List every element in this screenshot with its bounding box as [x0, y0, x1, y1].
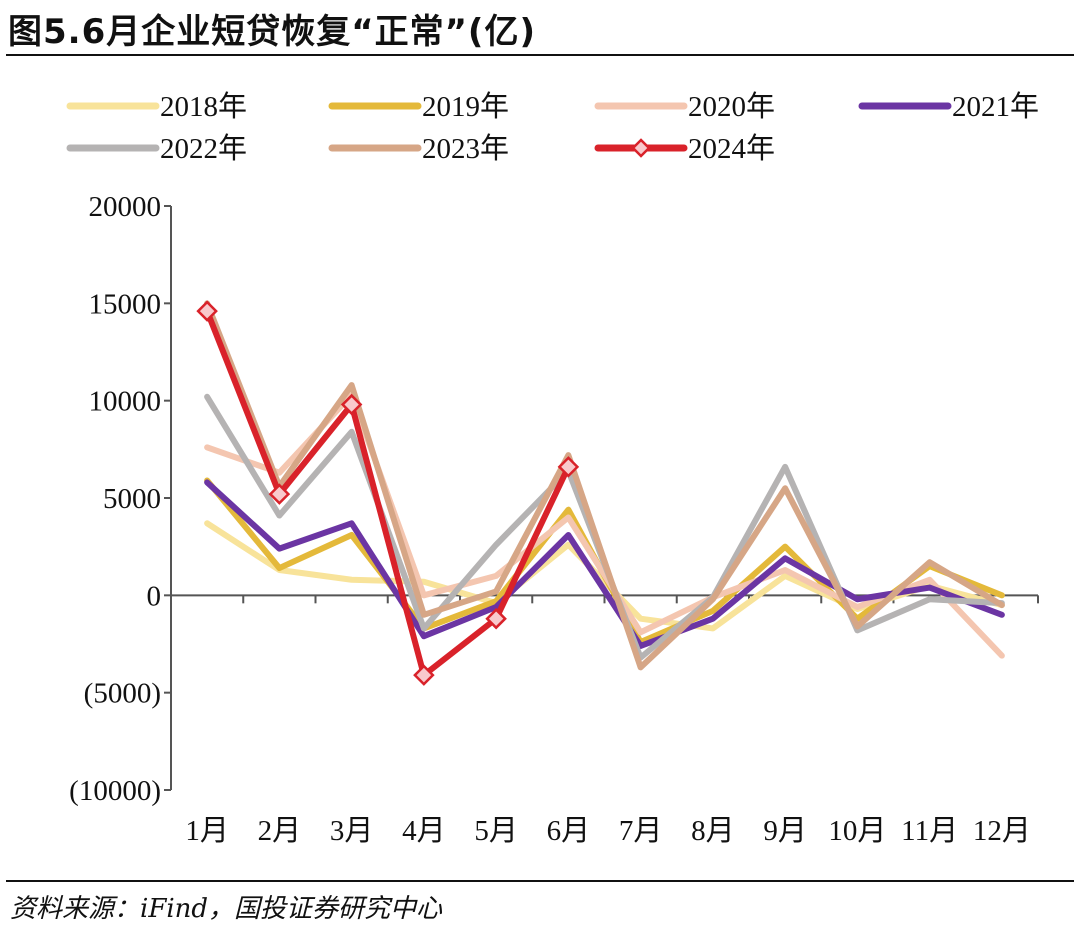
x-tick-label: 2月 [258, 815, 302, 847]
y-tick-label: 10000 [89, 386, 162, 418]
y-tick-label: 5000 [103, 483, 161, 515]
series-lines [196, 300, 1005, 686]
x-tick-label: 1月 [185, 815, 229, 847]
legend: 2018年 2019年 2020年 2021年 2022年 2023年 2024年 [66, 90, 1039, 165]
series-line-3 [204, 479, 1005, 649]
y-tick-label: 0 [147, 580, 162, 612]
legend-label: 2021年 [952, 90, 1039, 123]
legend-label: 2018年 [160, 90, 247, 123]
source-rule [6, 880, 1074, 882]
legend-label: 2020年 [688, 90, 775, 123]
data-point-marker [268, 483, 291, 505]
y-tick-label: 15000 [89, 288, 162, 320]
legend-label: 2022年 [160, 132, 247, 165]
legend-item: 2024年 [594, 132, 775, 165]
series-line-6 [204, 308, 572, 679]
legend-item: 2020年 [594, 90, 775, 123]
data-point-marker [340, 393, 363, 416]
x-tick-label: 11月 [901, 815, 958, 847]
x-tick-label: 10月 [828, 815, 886, 847]
y-tick-label: (5000) [84, 678, 161, 710]
line-chart: 2018年 2019年 2020年 2021年 2022年 2023年 2024年 2000… [66, 90, 1039, 847]
series-line-2 [204, 391, 1005, 659]
legend-item: 2021年 [858, 90, 1039, 123]
x-tick-label: 8月 [691, 815, 735, 847]
x-tick-label: 3月 [330, 815, 374, 847]
legend-item: 2023年 [328, 132, 509, 165]
x-tick-label: 6月 [547, 815, 591, 847]
data-point-marker [485, 607, 507, 630]
data-point-marker [413, 664, 435, 686]
x-tick-label: 7月 [619, 815, 663, 847]
legend-marker [631, 138, 651, 158]
series-line-5 [204, 300, 1005, 671]
x-tick-label: 5月 [474, 815, 518, 847]
x-axis: 1月 2月 3月 4月 5月 6月 7月 8月 9月 10月 11月 12月 [170, 594, 1039, 847]
legend-item: 2018年 [66, 90, 247, 123]
chart-title: 图5.6月企业短贷恢复“正常”(亿) [8, 12, 536, 52]
title-rule [6, 54, 1074, 56]
data-point-marker [196, 300, 218, 322]
y-tick-label: 20000 [89, 191, 162, 223]
source-note: 资料来源：iFind，国投证券研究中心 [10, 894, 443, 924]
y-axis: 20000 15000 10000 5000 0 (5000) (10000) [69, 191, 172, 807]
legend-item: 2019年 [328, 90, 509, 123]
data-point-marker [557, 456, 580, 478]
x-tick-label: 12月 [973, 815, 1031, 847]
legend-label: 2023年 [422, 132, 509, 165]
x-tick-label: 9月 [763, 815, 807, 847]
y-tick-label: (10000) [69, 775, 161, 807]
x-tick-label: 4月 [402, 815, 446, 847]
legend-label: 2024年 [688, 132, 775, 165]
legend-item: 2022年 [66, 132, 247, 165]
legend-label: 2019年 [422, 90, 509, 123]
